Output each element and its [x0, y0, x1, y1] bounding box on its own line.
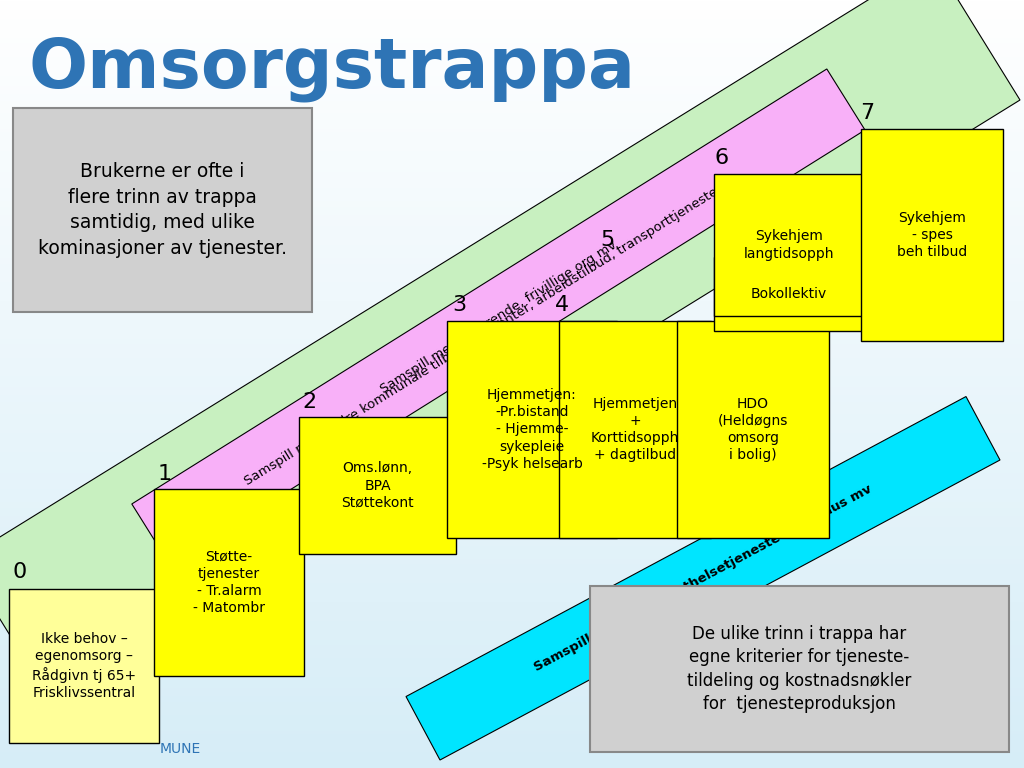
FancyBboxPatch shape — [714, 174, 864, 316]
Text: De ulike trinn i trappa har
egne kriterier for tjeneste-
tildeling og kostnadsnø: De ulike trinn i trappa har egne kriteri… — [687, 624, 911, 713]
FancyBboxPatch shape — [861, 129, 1002, 341]
FancyBboxPatch shape — [677, 321, 829, 538]
Text: Omsorgstrappa: Omsorgstrappa — [28, 35, 635, 101]
Text: Samspill med spesialisthelsetjeneste – sykehus mv: Samspill med spesialisthelsetjeneste – s… — [531, 482, 874, 674]
Text: 0: 0 — [12, 562, 27, 582]
FancyBboxPatch shape — [13, 108, 312, 312]
Text: Sykehjem
langtidsopph: Sykehjem langtidsopph — [743, 230, 835, 260]
FancyBboxPatch shape — [447, 321, 617, 538]
Text: MUNE: MUNE — [160, 742, 202, 756]
FancyBboxPatch shape — [590, 586, 1009, 752]
Text: Brukerne er ofte i
flere trinn av trappa
samtidig, med ulike
kominasjoner av tje: Brukerne er ofte i flere trinn av trappa… — [38, 162, 287, 258]
FancyBboxPatch shape — [299, 417, 456, 554]
Text: Sykehjem
- spes
beh tilbud: Sykehjem - spes beh tilbud — [897, 210, 967, 260]
Polygon shape — [132, 69, 865, 565]
Text: Samspill med pårørende, frivillige org mv: Samspill med pårørende, frivillige org m… — [378, 238, 620, 396]
Text: Støtte-
tjenester
- Tr.alarm
- Matombr: Støtte- tjenester - Tr.alarm - Matombr — [193, 550, 265, 615]
Polygon shape — [406, 396, 1000, 760]
FancyBboxPatch shape — [714, 257, 864, 331]
Text: 1: 1 — [158, 464, 172, 484]
Text: 3: 3 — [452, 295, 466, 315]
Text: 7: 7 — [860, 103, 874, 123]
Text: 4: 4 — [555, 295, 569, 315]
Text: Oms.lønn,
BPA
Støttekont: Oms.lønn, BPA Støttekont — [341, 462, 414, 510]
Text: Samspill med andre kommunale tilbud, dagsenter, arbeidstilbud, transporttjeneste: Samspill med andre kommunale tilbud, dag… — [242, 172, 741, 488]
Polygon shape — [0, 0, 1020, 700]
Text: Ikke behov –
egenomsorg –
Rådgivn tj 65+
Frisklivssentral: Ikke behov – egenomsorg – Rådgivn tj 65+… — [32, 632, 136, 700]
Text: HDO
(Heldøgns
omsorg
i bolig): HDO (Heldøgns omsorg i bolig) — [718, 396, 788, 462]
Text: Hjemmetjen:
-Pr.bistand
- Hjemme-
sykepleie
-Psyk helsearb: Hjemmetjen: -Pr.bistand - Hjemme- sykepl… — [481, 388, 583, 471]
FancyBboxPatch shape — [154, 489, 304, 676]
Text: Hjemmetjen
+
Korttidsopph
+ dagtilbud: Hjemmetjen + Korttidsopph + dagtilbud — [591, 396, 679, 462]
Text: 6: 6 — [715, 148, 729, 168]
Text: 2: 2 — [302, 392, 316, 412]
Text: 5: 5 — [600, 230, 614, 250]
Text: Bokollektiv: Bokollektiv — [751, 287, 827, 301]
FancyBboxPatch shape — [559, 321, 711, 538]
FancyBboxPatch shape — [9, 589, 159, 743]
